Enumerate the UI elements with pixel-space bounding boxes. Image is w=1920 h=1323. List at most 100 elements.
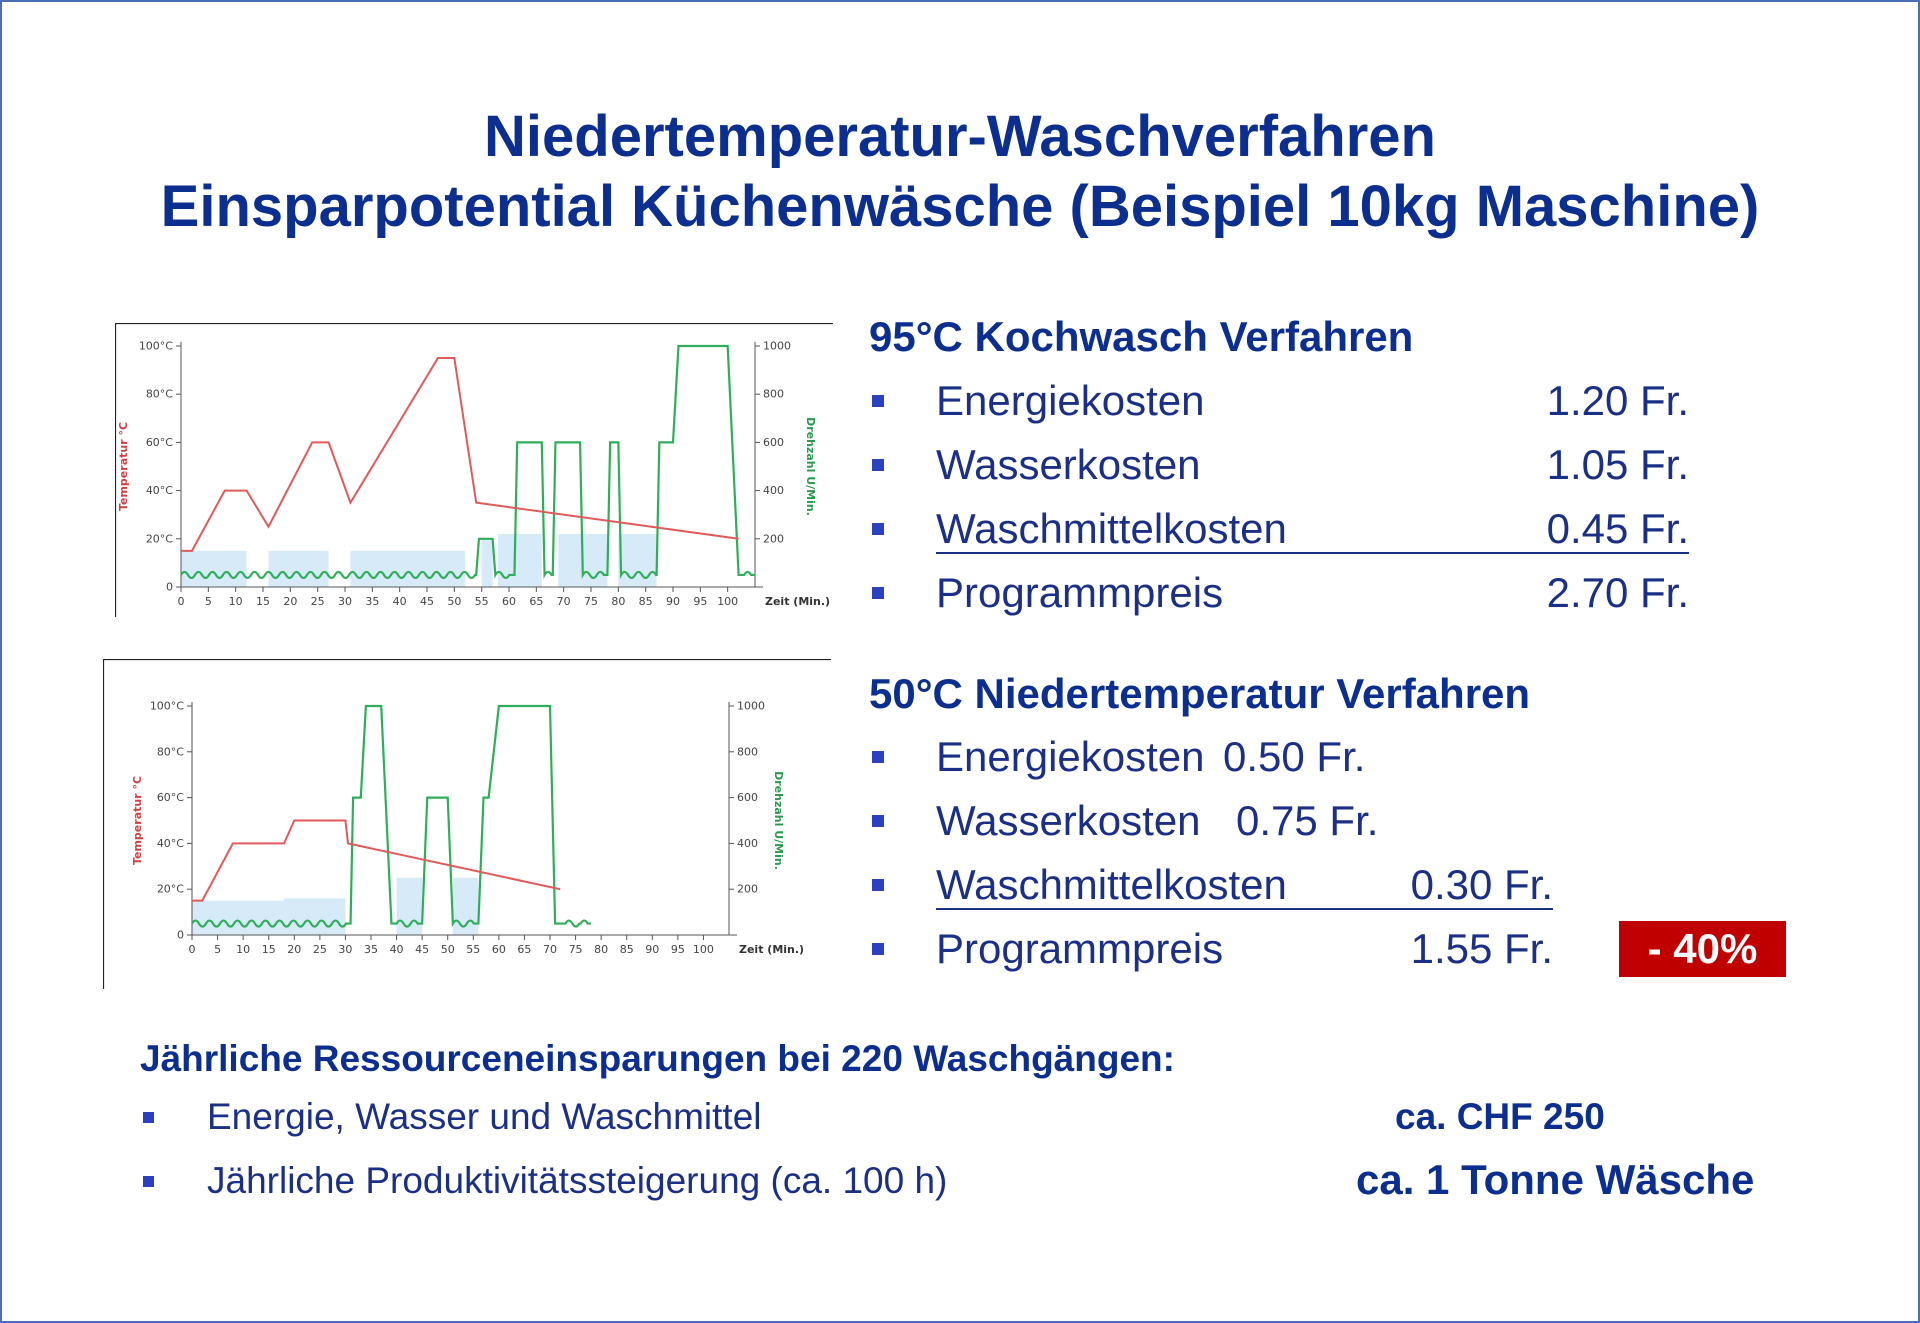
row-label: Jährliche Produktivitätssteigerung (ca. …: [207, 1160, 948, 1201]
x-axis-label: Zeit (Min.): [739, 943, 804, 956]
x-tick-label: 35: [365, 595, 379, 608]
y2-tick-label: 1000: [763, 340, 791, 353]
x-tick-label: 80: [611, 595, 625, 608]
water-level-bar: [498, 533, 542, 587]
x-tick-label: 35: [364, 943, 378, 956]
y-axis-label: Temperatur °C: [117, 422, 130, 511]
y2-axis-label: Drehzahl U/Min.: [804, 417, 817, 516]
section-95-heading: 95°C Kochwasch Verfahren: [869, 313, 1414, 360]
savings-row-resources: Energie, Wasser und Waschmittel ca. CHF …: [140, 1096, 1780, 1144]
y-tick-label: 80°C: [146, 388, 173, 401]
bullet-icon: [872, 523, 884, 535]
savings-row-productivity: Jährliche Produktivitätssteigerung (ca. …: [140, 1156, 1780, 1210]
title-line-1: Niedertemperatur-Waschverfahren: [484, 104, 1436, 169]
y2-tick-label: 600: [737, 791, 758, 804]
y2-tick-label: 400: [737, 837, 758, 850]
title-line-2: Einsparpotential Küchenwäsche (Beispiel …: [160, 174, 1760, 239]
y2-tick-label: 800: [737, 745, 758, 758]
x-tick-label: 15: [256, 595, 270, 608]
x-tick-label: 0: [189, 943, 196, 956]
water-level-bar: [350, 550, 466, 587]
y-tick-label: 100°C: [150, 700, 184, 713]
row-label: Waschmittelkosten: [936, 861, 1287, 908]
chart-95c: 0 20°C 40°C 60°C 80°C 100°C 200 400 600 800 1000 0 5…: [115, 323, 833, 617]
row-label: Wasserkosten: [936, 797, 1201, 844]
row-value: 1.20 Fr.: [1546, 377, 1689, 424]
cost-row-50-water: Wasserkosten 0.75 Fr.: [869, 797, 1569, 847]
cost-row-50-total: Programmpreis 1.55 Fr.: [869, 925, 1553, 975]
x-tick-label: 65: [529, 595, 543, 608]
x-tick-label: 80: [594, 943, 608, 956]
row-value: 0.75 Fr.: [1236, 797, 1379, 844]
x-tick-label: 95: [693, 595, 707, 608]
row-value: 0.45 Fr.: [1546, 505, 1689, 552]
water-level-bar: [481, 538, 493, 587]
x-tick-label: 20: [283, 595, 297, 608]
annual-savings-heading: Jährliche Ressourceneinsparungen bei 220…: [140, 1038, 1175, 1079]
x-tick-label: 40: [393, 595, 407, 608]
bullet-icon: [143, 1176, 154, 1187]
x-tick-label: 60: [502, 595, 516, 608]
y-tick-label: 20°C: [157, 883, 184, 896]
y2-tick-label: 800: [763, 388, 784, 401]
x-tick-label: 45: [415, 943, 429, 956]
y-tick-label: 80°C: [157, 745, 184, 758]
water-level-bar: [192, 900, 285, 935]
x-tick-label: 100: [693, 943, 714, 956]
y2-tick-label: 200: [763, 532, 784, 545]
row-label: Wasserkosten: [936, 441, 1201, 488]
x-tick-label: 10: [229, 595, 243, 608]
x-tick-label: 45: [420, 595, 434, 608]
x-tick-label: 75: [584, 595, 598, 608]
y2-tick-label: 400: [763, 484, 784, 497]
x-tick-label: 50: [441, 943, 455, 956]
row-value: 2.70 Fr.: [1546, 569, 1689, 616]
x-tick-label: 25: [313, 943, 327, 956]
y-tick-label: 60°C: [157, 791, 184, 804]
sum-underline: [936, 552, 1689, 554]
x-tick-label: 85: [639, 595, 653, 608]
section-50-heading: 50°C Niedertemperatur Verfahren: [869, 670, 1531, 717]
y2-axis-label: Drehzahl U/Min.: [772, 771, 785, 870]
y-tick-label: 100°C: [139, 340, 173, 353]
row-value: 0.50 Fr.: [1223, 733, 1366, 780]
x-tick-label: 5: [214, 943, 221, 956]
row-label: Programmpreis: [936, 925, 1224, 972]
x-tick-label: 70: [557, 595, 571, 608]
row-label: Programmpreis: [936, 569, 1224, 616]
x-tick-label: 5: [205, 595, 212, 608]
x-tick-label: 10: [236, 943, 250, 956]
x-tick-label: 30: [338, 595, 352, 608]
cost-row-95-total: Programmpreis 2.70 Fr.: [869, 569, 1689, 619]
row-value: ca. 1 Tonne Wäsche: [1356, 1156, 1755, 1203]
water-level-bar: [284, 898, 346, 935]
chart-50c: 0 20°C 40°C 60°C 80°C 100°C 200 400 600 800 1000 0 5…: [103, 659, 831, 989]
cost-row-95-detergent: Waschmittelkosten 0.45 Fr.: [869, 505, 1689, 555]
bullet-icon: [872, 587, 884, 599]
x-tick-label: 55: [475, 595, 489, 608]
savings-percent-badge: - 40%: [1619, 921, 1786, 977]
x-tick-label: 50: [447, 595, 461, 608]
temperature-series-line: [181, 357, 739, 552]
bullet-icon: [872, 943, 884, 955]
x-tick-label: 60: [492, 943, 506, 956]
y-tick-label: 40°C: [157, 837, 184, 850]
speed-series-line: [180, 344, 755, 580]
bullet-icon: [872, 395, 884, 407]
x-tick-label: 20: [287, 943, 301, 956]
row-label: Energie, Wasser und Waschmittel: [207, 1096, 762, 1137]
row-label: Waschmittelkosten: [936, 505, 1287, 552]
bullet-icon: [872, 815, 884, 827]
x-tick-label: 75: [569, 943, 583, 956]
x-tick-label: 90: [666, 595, 680, 608]
chart-95c-svg: 0 20°C 40°C 60°C 80°C 100°C 200 400 600 800 1000 0 5…: [115, 323, 833, 617]
y2-tick-label: 600: [763, 436, 784, 449]
y2-tick-label: 200: [737, 883, 758, 896]
row-value: 0.30 Fr.: [1410, 861, 1553, 908]
x-tick-label: 25: [311, 595, 325, 608]
cost-row-50-detergent: Waschmittelkosten 0.30 Fr.: [869, 861, 1553, 911]
bullet-icon: [143, 1112, 154, 1123]
y-axis-label: Temperatur °C: [131, 776, 144, 865]
sum-underline: [936, 908, 1553, 910]
